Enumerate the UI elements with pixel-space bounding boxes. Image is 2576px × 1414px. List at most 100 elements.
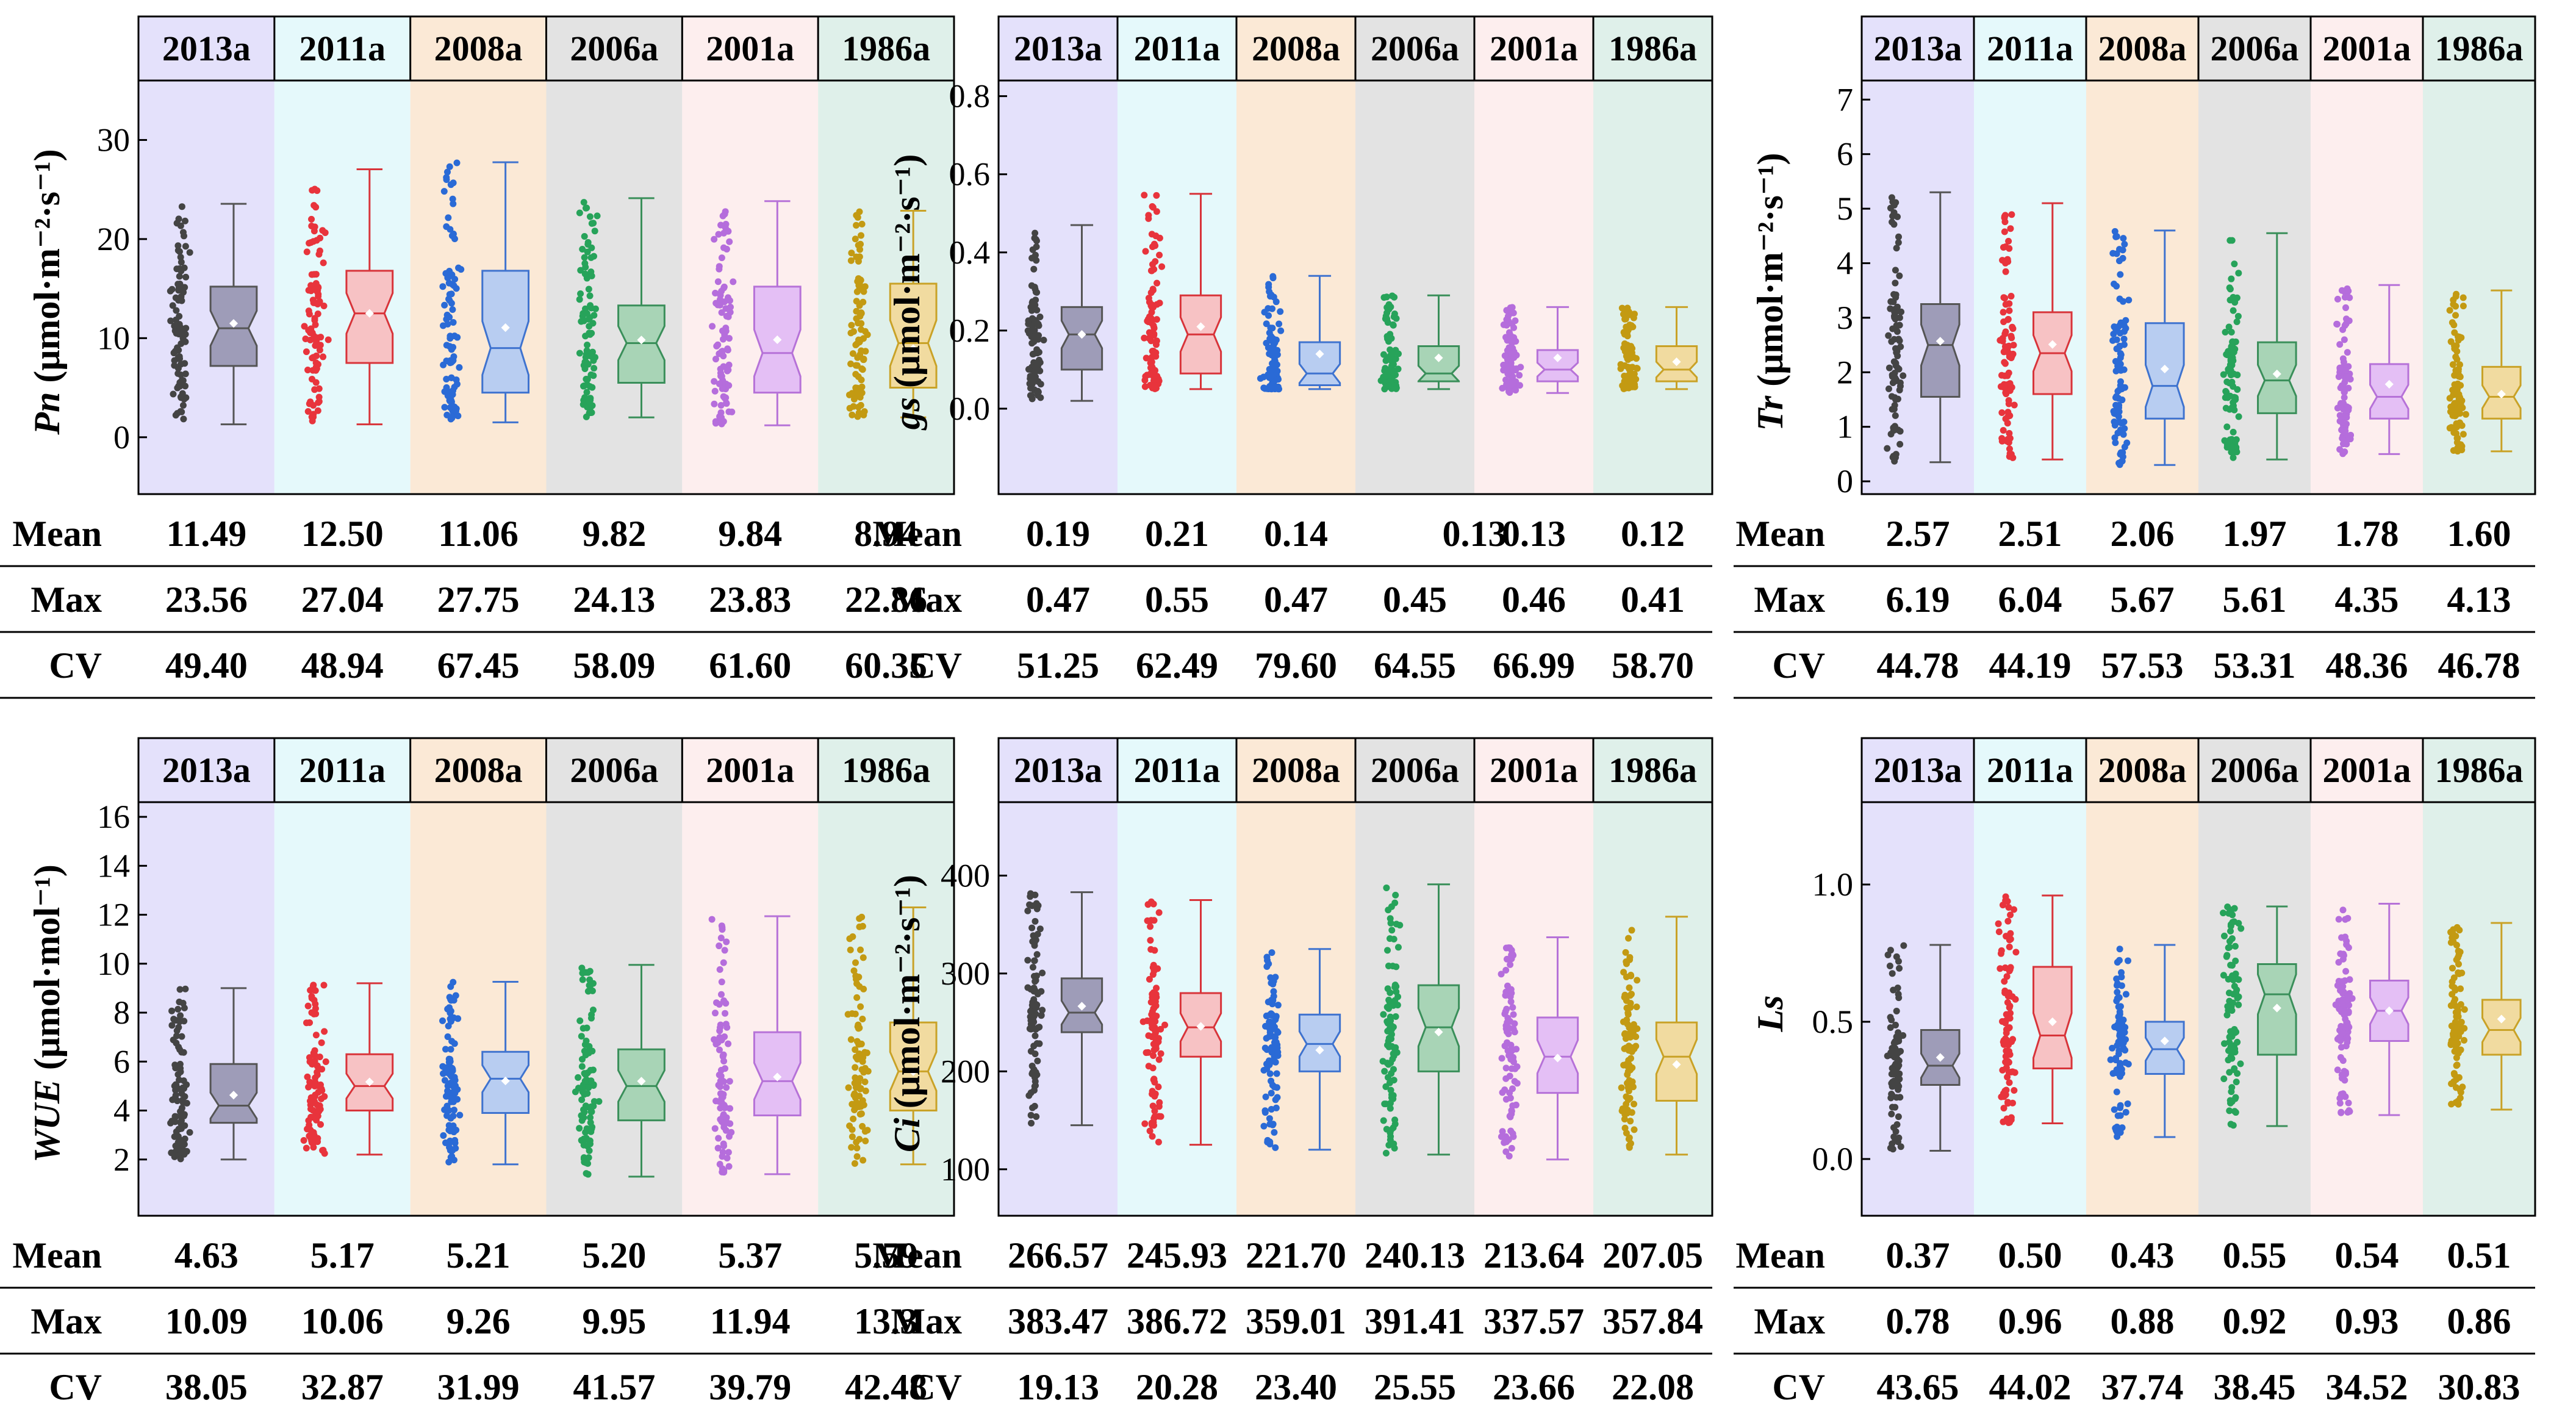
data-point [2124, 957, 2131, 964]
band-1986a [818, 738, 954, 1216]
data-point [1502, 1148, 1510, 1155]
data-point [1027, 1008, 1034, 1015]
data-point [314, 407, 321, 414]
data-point [2457, 985, 2464, 992]
data-point [2112, 439, 2119, 447]
data-point [1269, 347, 1276, 354]
data-point [1151, 1093, 1158, 1100]
data-point [2005, 439, 2012, 446]
box [1417, 345, 1460, 382]
data-point [1890, 1133, 1898, 1141]
data-point [1387, 919, 1394, 927]
data-point [2234, 312, 2242, 320]
data-point [2007, 351, 2015, 358]
data-point [2122, 1036, 2129, 1043]
data-point [1629, 1064, 1636, 1071]
data-point [861, 1064, 869, 1072]
data-point [1031, 1050, 1039, 1058]
box [889, 1021, 938, 1112]
data-point [2120, 336, 2128, 343]
data-point [2226, 1097, 2234, 1104]
data-point [1630, 314, 1637, 321]
data-point [1512, 1101, 1519, 1108]
data-point [720, 1078, 727, 1085]
data-point [1891, 309, 1898, 316]
data-point [1149, 204, 1157, 211]
data-point [584, 969, 592, 976]
data-point [1506, 1113, 1513, 1120]
category-label: 2008a [2098, 29, 2187, 68]
data-point [1033, 243, 1040, 250]
data-point [850, 395, 858, 403]
data-point [725, 1133, 733, 1140]
data-point [1886, 962, 1893, 969]
data-point [2456, 927, 2463, 934]
data-point [2336, 364, 2344, 371]
band-2011a [1974, 16, 2086, 494]
data-point [2342, 1016, 2349, 1023]
stat-value: 4.35 [2335, 580, 2399, 620]
data-point [304, 1125, 311, 1133]
data-point [2230, 382, 2237, 390]
data-point [174, 410, 181, 417]
data-point [1999, 257, 2006, 264]
data-point [174, 1005, 182, 1013]
data-point [584, 1160, 592, 1167]
data-point [581, 1077, 589, 1085]
data-point [721, 1104, 728, 1111]
data-point [307, 986, 314, 994]
data-point [2461, 1006, 2468, 1013]
data-point [1894, 985, 1901, 992]
data-point [303, 348, 310, 356]
data-point [447, 332, 454, 340]
data-point [1997, 383, 2004, 390]
data-point [725, 366, 732, 373]
data-point [2007, 911, 2014, 919]
data-point [1498, 971, 1505, 978]
y-tick-label: 16 [97, 799, 130, 835]
data-point [314, 1062, 321, 1069]
data-point [1150, 1052, 1157, 1060]
stat-value: 0.45 [1383, 580, 1447, 620]
data-point [2345, 1099, 2352, 1107]
data-point [1038, 1011, 1045, 1019]
data-point [1269, 1019, 1277, 1027]
data-point [450, 200, 457, 207]
data-point [1891, 1046, 1898, 1053]
box [2481, 999, 2522, 1056]
data-point [311, 1082, 318, 1089]
data-point [448, 290, 455, 298]
data-point [1028, 377, 1036, 384]
band-2006a [2198, 16, 2311, 494]
stat-value: 66.99 [1493, 645, 1575, 686]
y-tick-label: 100 [941, 1151, 990, 1188]
data-point [1149, 994, 1156, 1001]
data-point [309, 1114, 317, 1121]
category-label: 2006a [2211, 29, 2299, 68]
category-label: 2008a [1252, 750, 1340, 790]
mean-marker [637, 1077, 646, 1086]
data-point [1031, 1078, 1039, 1085]
data-point [1510, 952, 1517, 959]
data-point [853, 975, 860, 983]
data-point [850, 403, 857, 410]
data-point [2344, 1039, 2351, 1046]
data-point [2237, 1060, 2244, 1068]
data-point [1143, 1049, 1150, 1057]
data-point [444, 1033, 451, 1041]
data-point [1027, 1111, 1035, 1119]
data-point [2006, 1079, 2013, 1086]
data-point [1890, 209, 1898, 217]
data-point [2451, 342, 2458, 350]
data-point [587, 1114, 594, 1121]
data-point [1621, 1030, 1628, 1038]
data-point [2225, 944, 2232, 952]
data-point [1895, 1057, 1903, 1064]
data-point [311, 185, 318, 193]
band-2001a [682, 16, 819, 494]
data-point [1503, 381, 1510, 388]
data-point [711, 400, 718, 407]
data-point [176, 986, 184, 993]
stat-value: 43.65 [1877, 1367, 1959, 1407]
stat-value: 1.97 [2223, 514, 2287, 554]
